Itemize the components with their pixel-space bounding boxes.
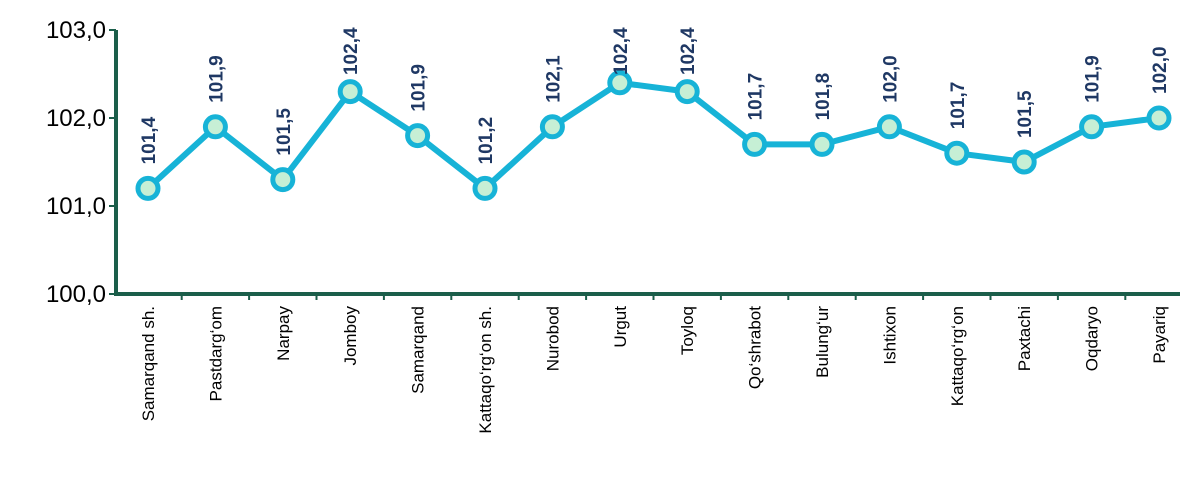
y-tick-label: 100,0 <box>46 281 106 308</box>
series-line <box>145 79 1160 192</box>
data-point <box>270 167 296 193</box>
data-point <box>944 140 970 166</box>
data-point <box>674 79 700 105</box>
category-label: Samarqand <box>409 306 428 394</box>
data-label: 101,5 <box>1015 90 1036 138</box>
data-point <box>135 175 161 201</box>
category-label: Payariq <box>1150 306 1169 364</box>
data-point <box>1079 114 1105 140</box>
category-labels: Samarqand sh. Pastdarg‘om Narpay Jomboy Sama… <box>139 306 1169 434</box>
data-label: 102,1 <box>543 55 564 103</box>
category-label: Samarqand sh. <box>139 306 158 421</box>
data-label: 101,9 <box>206 55 227 103</box>
data-label: 101,8 <box>813 73 834 121</box>
data-point <box>202 114 228 140</box>
category-label: Bulung‘ur <box>813 306 832 378</box>
data-point <box>337 79 363 105</box>
data-label: 101,7 <box>948 82 969 130</box>
data-label: 102,4 <box>611 27 632 75</box>
data-label: 102,0 <box>1150 46 1171 94</box>
category-label: Kattaqo‘rg‘on <box>948 306 967 406</box>
category-label: Ishtixon <box>880 306 899 365</box>
category-label: Urgut <box>611 306 630 348</box>
category-label: Narpay <box>274 306 293 361</box>
category-label: Nurobod <box>543 306 562 371</box>
category-label: Oqdaryo <box>1083 306 1102 371</box>
data-label: 101,4 <box>139 116 160 164</box>
category-label: Paxtachi <box>1015 306 1034 371</box>
y-axis-ticks: 100,0 101,0 102,0 103,0 <box>46 17 116 308</box>
data-label: 101,7 <box>746 73 767 121</box>
data-points <box>135 70 1172 201</box>
data-point <box>607 70 633 96</box>
data-label: 102,4 <box>678 27 699 75</box>
y-tick-label: 101,0 <box>46 193 106 220</box>
data-label: 101,9 <box>1083 55 1104 103</box>
category-label: Qo‘shrabot <box>746 306 765 389</box>
data-point <box>809 131 835 157</box>
data-point <box>405 123 431 149</box>
category-label: Toyloq <box>678 306 697 355</box>
category-label: Jomboy <box>341 306 360 366</box>
data-point <box>472 175 498 201</box>
data-label: 102,0 <box>880 55 901 103</box>
data-label: 101,2 <box>476 117 497 165</box>
category-label: Kattaqo‘rg‘on sh. <box>476 306 495 434</box>
data-point <box>1146 105 1172 131</box>
category-label: Pastdarg‘om <box>206 306 225 401</box>
data-label: 101,9 <box>409 64 430 112</box>
data-point <box>742 131 768 157</box>
data-point <box>876 114 902 140</box>
data-point <box>1011 149 1037 175</box>
y-tick-label: 103,0 <box>46 17 106 44</box>
y-tick-label: 102,0 <box>46 105 106 132</box>
data-label: 101,5 <box>274 108 295 156</box>
data-labels: 101,4 101,9 101,5 102,4 101,9 101,2 102,1 102,4… <box>139 27 1171 164</box>
data-point <box>539 114 565 140</box>
data-label: 102,4 <box>341 27 362 75</box>
